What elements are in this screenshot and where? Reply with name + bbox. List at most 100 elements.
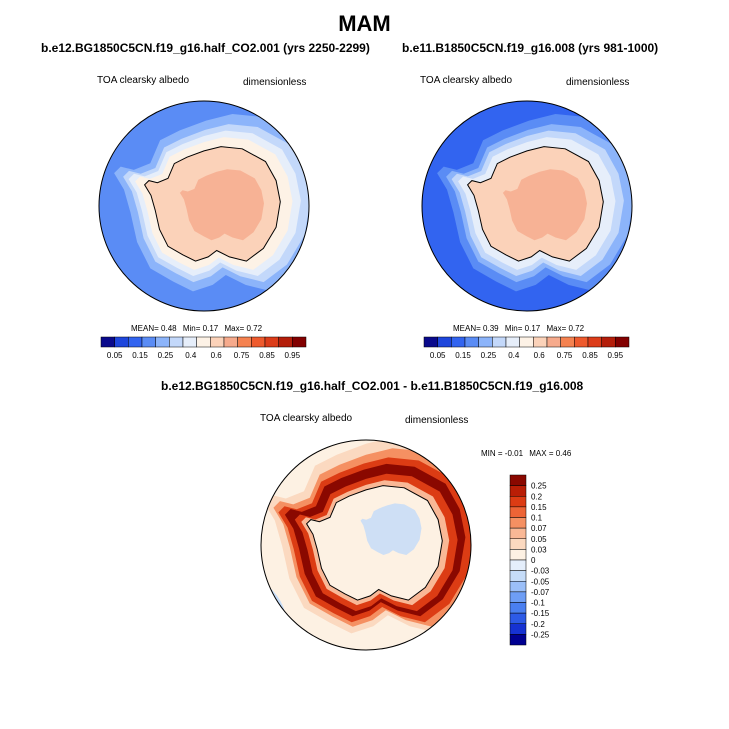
diff-colorbar-box — [509, 602, 527, 614]
diff-colorbar-box — [509, 559, 527, 571]
panel2-coastline — [466, 146, 604, 262]
panel1-colorbar-box — [114, 336, 129, 348]
panel2-colorbar-box — [546, 336, 561, 348]
panel2-colorbar-box — [423, 336, 438, 348]
panel1-colorbar-tick: 0.05 — [107, 351, 123, 360]
panel1-colorbar-tick: 0.95 — [285, 351, 301, 360]
diff-colorbar-box — [509, 527, 527, 540]
diff-colorbar-tick: -0.1 — [531, 599, 545, 608]
panel1-map — [98, 100, 310, 312]
panel2-colorbar-tick: 0.25 — [481, 351, 497, 360]
panel2-colorbar-tick: 0.15 — [455, 351, 471, 360]
panel2-colorbar-tick: 0.95 — [608, 351, 624, 360]
panel1-colorbar-box — [100, 336, 115, 348]
panel2-max-label: Max= — [546, 324, 567, 333]
diff-colorbar-tick: -0.25 — [531, 630, 550, 639]
diff-colorbar-box — [509, 506, 527, 518]
panel1-colorbar-tick: 0.85 — [259, 351, 275, 360]
panel3-units: dimensionless — [405, 415, 469, 426]
panel1-colorbar-box — [128, 336, 143, 348]
panel1-map-border — [98, 100, 310, 312]
diff-colorbar-tick: 0.25 — [531, 482, 547, 491]
panel2-colorbar-box — [574, 336, 589, 348]
diff-colorbar-tick: 0.05 — [531, 535, 547, 544]
panel3-min-value: -0.01 — [504, 449, 524, 458]
panel2-colorbar-tick: 0.85 — [582, 351, 598, 360]
panel1-colorbar-box — [169, 336, 184, 348]
panel1-colorbar-box — [292, 336, 307, 348]
panel2-ice-interior — [502, 169, 587, 241]
panel1-colorbar-box — [182, 336, 197, 348]
panel3-stats: MIN = -0.01 MAX = 0.46 — [481, 449, 571, 458]
panel2-map — [421, 100, 633, 312]
panel1-colorbar-tick: 0.25 — [158, 351, 174, 360]
diff-colorbar-tick: 0.1 — [531, 514, 543, 523]
panel2-stats: MEAN= 0.39 Min= 0.17 Max= 0.72 — [453, 324, 584, 333]
diff-colorbar-box — [509, 570, 527, 582]
diff-colorbar-box — [509, 549, 527, 561]
panel1-units: dimensionless — [243, 77, 307, 88]
diff-map-border — [260, 439, 472, 651]
diff-coastline — [305, 485, 443, 601]
panel2-colorbar-box — [601, 336, 616, 348]
panel2-colorbar-tick: 0.6 — [534, 351, 546, 360]
panel2-mean-label: MEAN= — [453, 324, 481, 333]
panel1-min-label: Min= — [182, 324, 201, 333]
page-title: MAM — [338, 11, 391, 36]
diff-colorbar-box — [509, 623, 527, 635]
panel3-min-label: MIN = — [481, 449, 503, 458]
diff-colorbar-box — [509, 517, 527, 529]
panel1-colorbar: 0.05 0.15 0.25 0.4 0.6 0.75 0.85 0.95 — [100, 336, 307, 360]
diff-colorbar-box — [509, 591, 527, 603]
diff-colorbar-tick: -0.15 — [531, 609, 550, 618]
diff-colorbar-tick: 0.2 — [531, 492, 543, 501]
diff-colorbar-box — [509, 538, 527, 550]
panel2-colorbar-tick: 0.4 — [508, 351, 520, 360]
diff-colorbar-box — [509, 634, 527, 646]
panel2-field — [422, 101, 632, 311]
panel1-colorbar-box — [237, 336, 252, 348]
panel2-colorbar-box — [533, 336, 548, 348]
panel1-mean-label: MEAN= — [131, 324, 159, 333]
panel1-max-value: 0.72 — [246, 324, 263, 333]
panel1-field — [99, 101, 309, 311]
diff-negative-patch-inland — [360, 503, 422, 555]
panel1-colorbar-box — [155, 336, 170, 348]
diff-colorbar-tick: -0.2 — [531, 620, 545, 629]
diff-colorbar-tick: -0.03 — [531, 567, 550, 576]
panel1-stats: MEAN= 0.48 Min= 0.17 Max= 0.72 — [131, 324, 262, 333]
panel2-colorbar-box — [478, 336, 493, 348]
panel2-min-value: 0.17 — [524, 324, 541, 333]
panel1-colorbar-box — [251, 336, 266, 348]
panel1-variable: TOA clearsky albedo — [97, 75, 190, 86]
panel2-colorbar-box — [615, 336, 630, 348]
panel2-mean-value: 0.39 — [483, 324, 499, 333]
diff-colorbar-tick: 0 — [531, 556, 536, 565]
diff-colorbar-box — [509, 496, 527, 508]
panel1-coastline — [143, 146, 281, 262]
panel3-colorbar: 0.250.2 0.15 0.10.07 0.050.03 0 -0.03-0.05 -0.… — [509, 474, 550, 646]
diff-colorbar-tick: -0.05 — [531, 577, 550, 586]
diff-colorbar-tick: -0.07 — [531, 588, 550, 597]
panel3-map — [260, 439, 472, 651]
panel1-colorbar-tick: 0.6 — [211, 351, 223, 360]
panel2-colorbar-box — [451, 336, 466, 348]
panel1-colorbar-box — [264, 336, 279, 348]
panel1-colorbar-box — [223, 336, 238, 348]
panel2-colorbar-box — [505, 336, 520, 348]
panel1-colorbar-tick: 0.75 — [234, 351, 250, 360]
diff-colorbar-tick: 0.07 — [531, 524, 547, 533]
panel2-colorbar-box — [437, 336, 452, 348]
panel2-min-label: Min= — [504, 324, 523, 333]
panel1-colorbar-box — [141, 336, 156, 348]
panel2-colorbar-tick: 0.75 — [557, 351, 573, 360]
panel1-colorbar-tick: 0.15 — [132, 351, 148, 360]
panel2-colorbar-box — [464, 336, 479, 348]
panel2-units: dimensionless — [566, 77, 630, 88]
panel2-colorbar: 0.05 0.15 0.25 0.4 0.6 0.75 0.85 0.95 — [423, 336, 630, 360]
panel1-colorbar-tick: 0.4 — [185, 351, 197, 360]
diff-colorbar-box — [509, 581, 527, 593]
panel1-colorbar-box — [210, 336, 225, 348]
panel2-variable: TOA clearsky albedo — [420, 75, 513, 86]
panel2-title: b.e11.B1850C5CN.f19_g16.008 (yrs 981-100… — [402, 41, 659, 55]
